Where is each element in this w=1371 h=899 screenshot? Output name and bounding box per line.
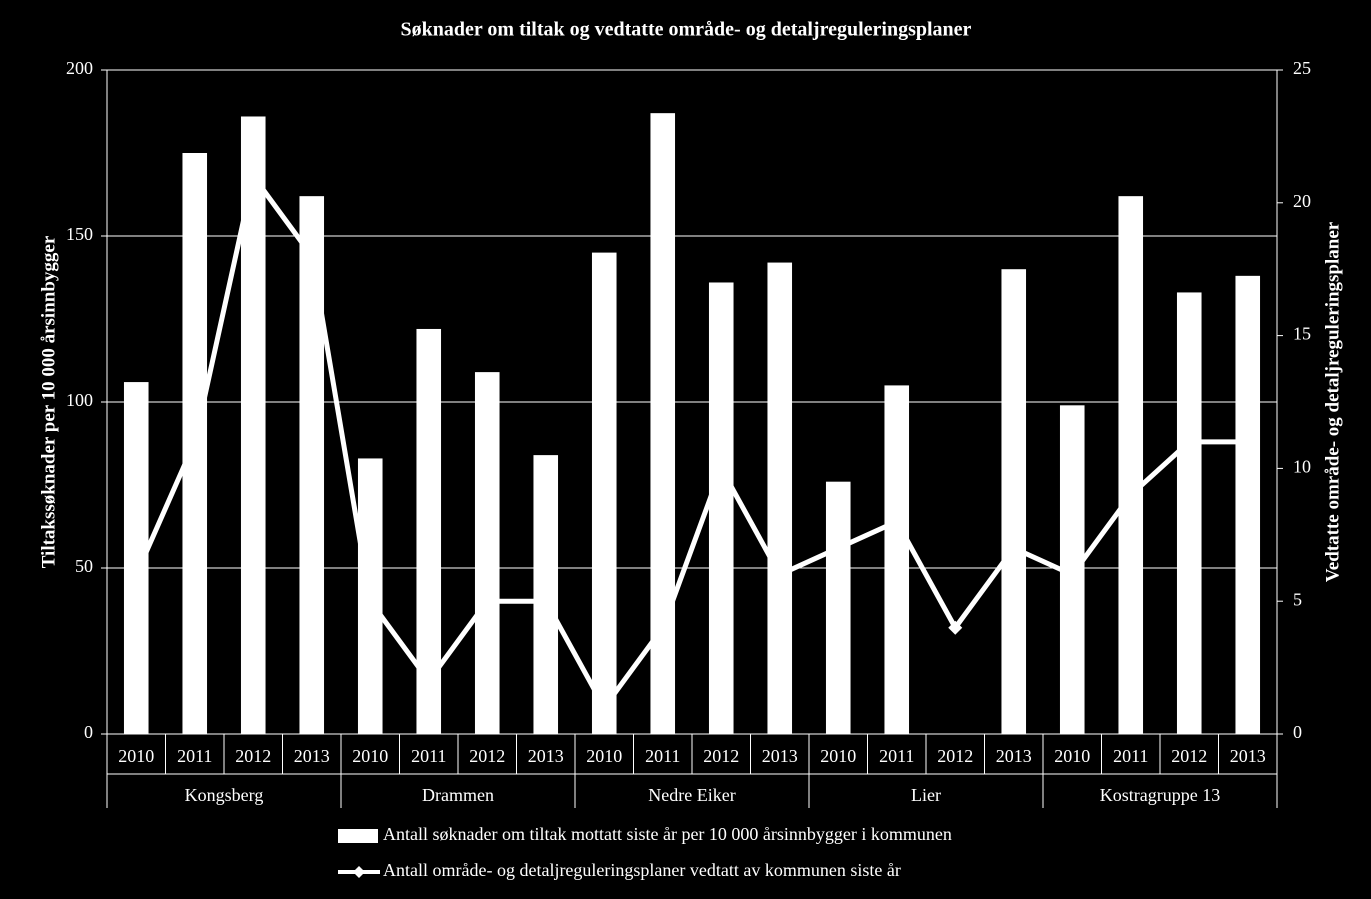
line-marker bbox=[772, 567, 787, 582]
x-tick-label: 2011 bbox=[177, 746, 212, 766]
y2-tick-label: 20 bbox=[1293, 191, 1311, 211]
x-tick-label: 2011 bbox=[879, 746, 914, 766]
x-tick-label: 2012 bbox=[703, 746, 739, 766]
line-marker bbox=[1006, 541, 1021, 556]
y2-tick-label: 0 bbox=[1293, 722, 1302, 742]
line-marker bbox=[831, 541, 846, 556]
line-marker bbox=[363, 594, 378, 609]
x-tick-label: 2010 bbox=[118, 746, 154, 766]
group-label: Drammen bbox=[422, 785, 494, 805]
bar bbox=[1235, 275, 1261, 734]
group-label: Kongsberg bbox=[185, 785, 264, 805]
group-label: Kostragruppe 13 bbox=[1100, 785, 1220, 805]
line-marker bbox=[1123, 487, 1138, 502]
bar bbox=[1118, 196, 1144, 734]
line-marker bbox=[480, 594, 495, 609]
x-tick-label: 2010 bbox=[820, 746, 856, 766]
bar bbox=[884, 385, 910, 734]
line-marker bbox=[246, 169, 261, 184]
y2-axis-label: Vedtatte område- og detaljreguleringspla… bbox=[1322, 221, 1343, 582]
x-tick-label: 2010 bbox=[352, 746, 388, 766]
y2-tick-label: 15 bbox=[1293, 324, 1311, 344]
y2-tick-label: 10 bbox=[1293, 457, 1311, 477]
y-tick-label: 150 bbox=[66, 224, 93, 244]
legend-label: Antall område- og detaljreguleringsplane… bbox=[383, 860, 901, 880]
y2-tick-label: 5 bbox=[1293, 589, 1302, 609]
legend-swatch bbox=[338, 829, 378, 843]
line-marker bbox=[1240, 434, 1255, 449]
line-marker bbox=[889, 514, 904, 529]
x-tick-label: 2013 bbox=[294, 746, 330, 766]
y-tick-label: 50 bbox=[75, 556, 93, 576]
x-tick-label: 2012 bbox=[937, 746, 973, 766]
x-tick-label: 2013 bbox=[1230, 746, 1266, 766]
x-tick-label: 2012 bbox=[469, 746, 505, 766]
x-tick-label: 2013 bbox=[528, 746, 564, 766]
x-tick-label: 2013 bbox=[762, 746, 798, 766]
x-tick-label: 2011 bbox=[411, 746, 446, 766]
x-tick-label: 2012 bbox=[1171, 746, 1207, 766]
y-tick-label: 100 bbox=[66, 390, 93, 410]
legend-marker bbox=[353, 866, 365, 878]
y-tick-label: 0 bbox=[84, 722, 93, 742]
y-tick-label: 200 bbox=[66, 58, 93, 78]
x-tick-label: 2012 bbox=[235, 746, 271, 766]
bar bbox=[1001, 269, 1027, 734]
bar bbox=[1176, 292, 1202, 734]
bar bbox=[299, 196, 325, 734]
bar bbox=[474, 372, 500, 734]
x-tick-label: 2013 bbox=[996, 746, 1032, 766]
chart-title: Søknader om tiltak og vedtatte område- o… bbox=[401, 19, 972, 41]
line-marker bbox=[948, 620, 963, 635]
group-label: Nedre Eiker bbox=[648, 785, 735, 805]
x-tick-label: 2010 bbox=[1054, 746, 1090, 766]
line-marker bbox=[714, 461, 729, 476]
group-label: Lier bbox=[911, 785, 941, 805]
line-marker bbox=[421, 673, 436, 688]
line-marker bbox=[655, 620, 670, 635]
line-marker bbox=[304, 248, 319, 263]
bar bbox=[708, 282, 734, 734]
bar bbox=[767, 262, 793, 734]
x-tick-label: 2011 bbox=[1113, 746, 1148, 766]
line-marker bbox=[187, 434, 202, 449]
y2-tick-label: 25 bbox=[1293, 58, 1311, 78]
x-tick-label: 2011 bbox=[645, 746, 680, 766]
line-marker bbox=[538, 594, 553, 609]
line-marker bbox=[1065, 567, 1080, 582]
line-marker bbox=[597, 700, 612, 715]
x-tick-label: 2010 bbox=[586, 746, 622, 766]
line-marker bbox=[1182, 434, 1197, 449]
bar bbox=[825, 481, 851, 734]
line-marker bbox=[129, 567, 144, 582]
line bbox=[133, 170, 1248, 713]
y-axis-label: Tiltakssøknader per 10 000 årsinnbygger bbox=[38, 235, 59, 568]
bar bbox=[591, 252, 617, 734]
legend-label: Antall søknader om tiltak mottatt siste … bbox=[383, 824, 952, 844]
